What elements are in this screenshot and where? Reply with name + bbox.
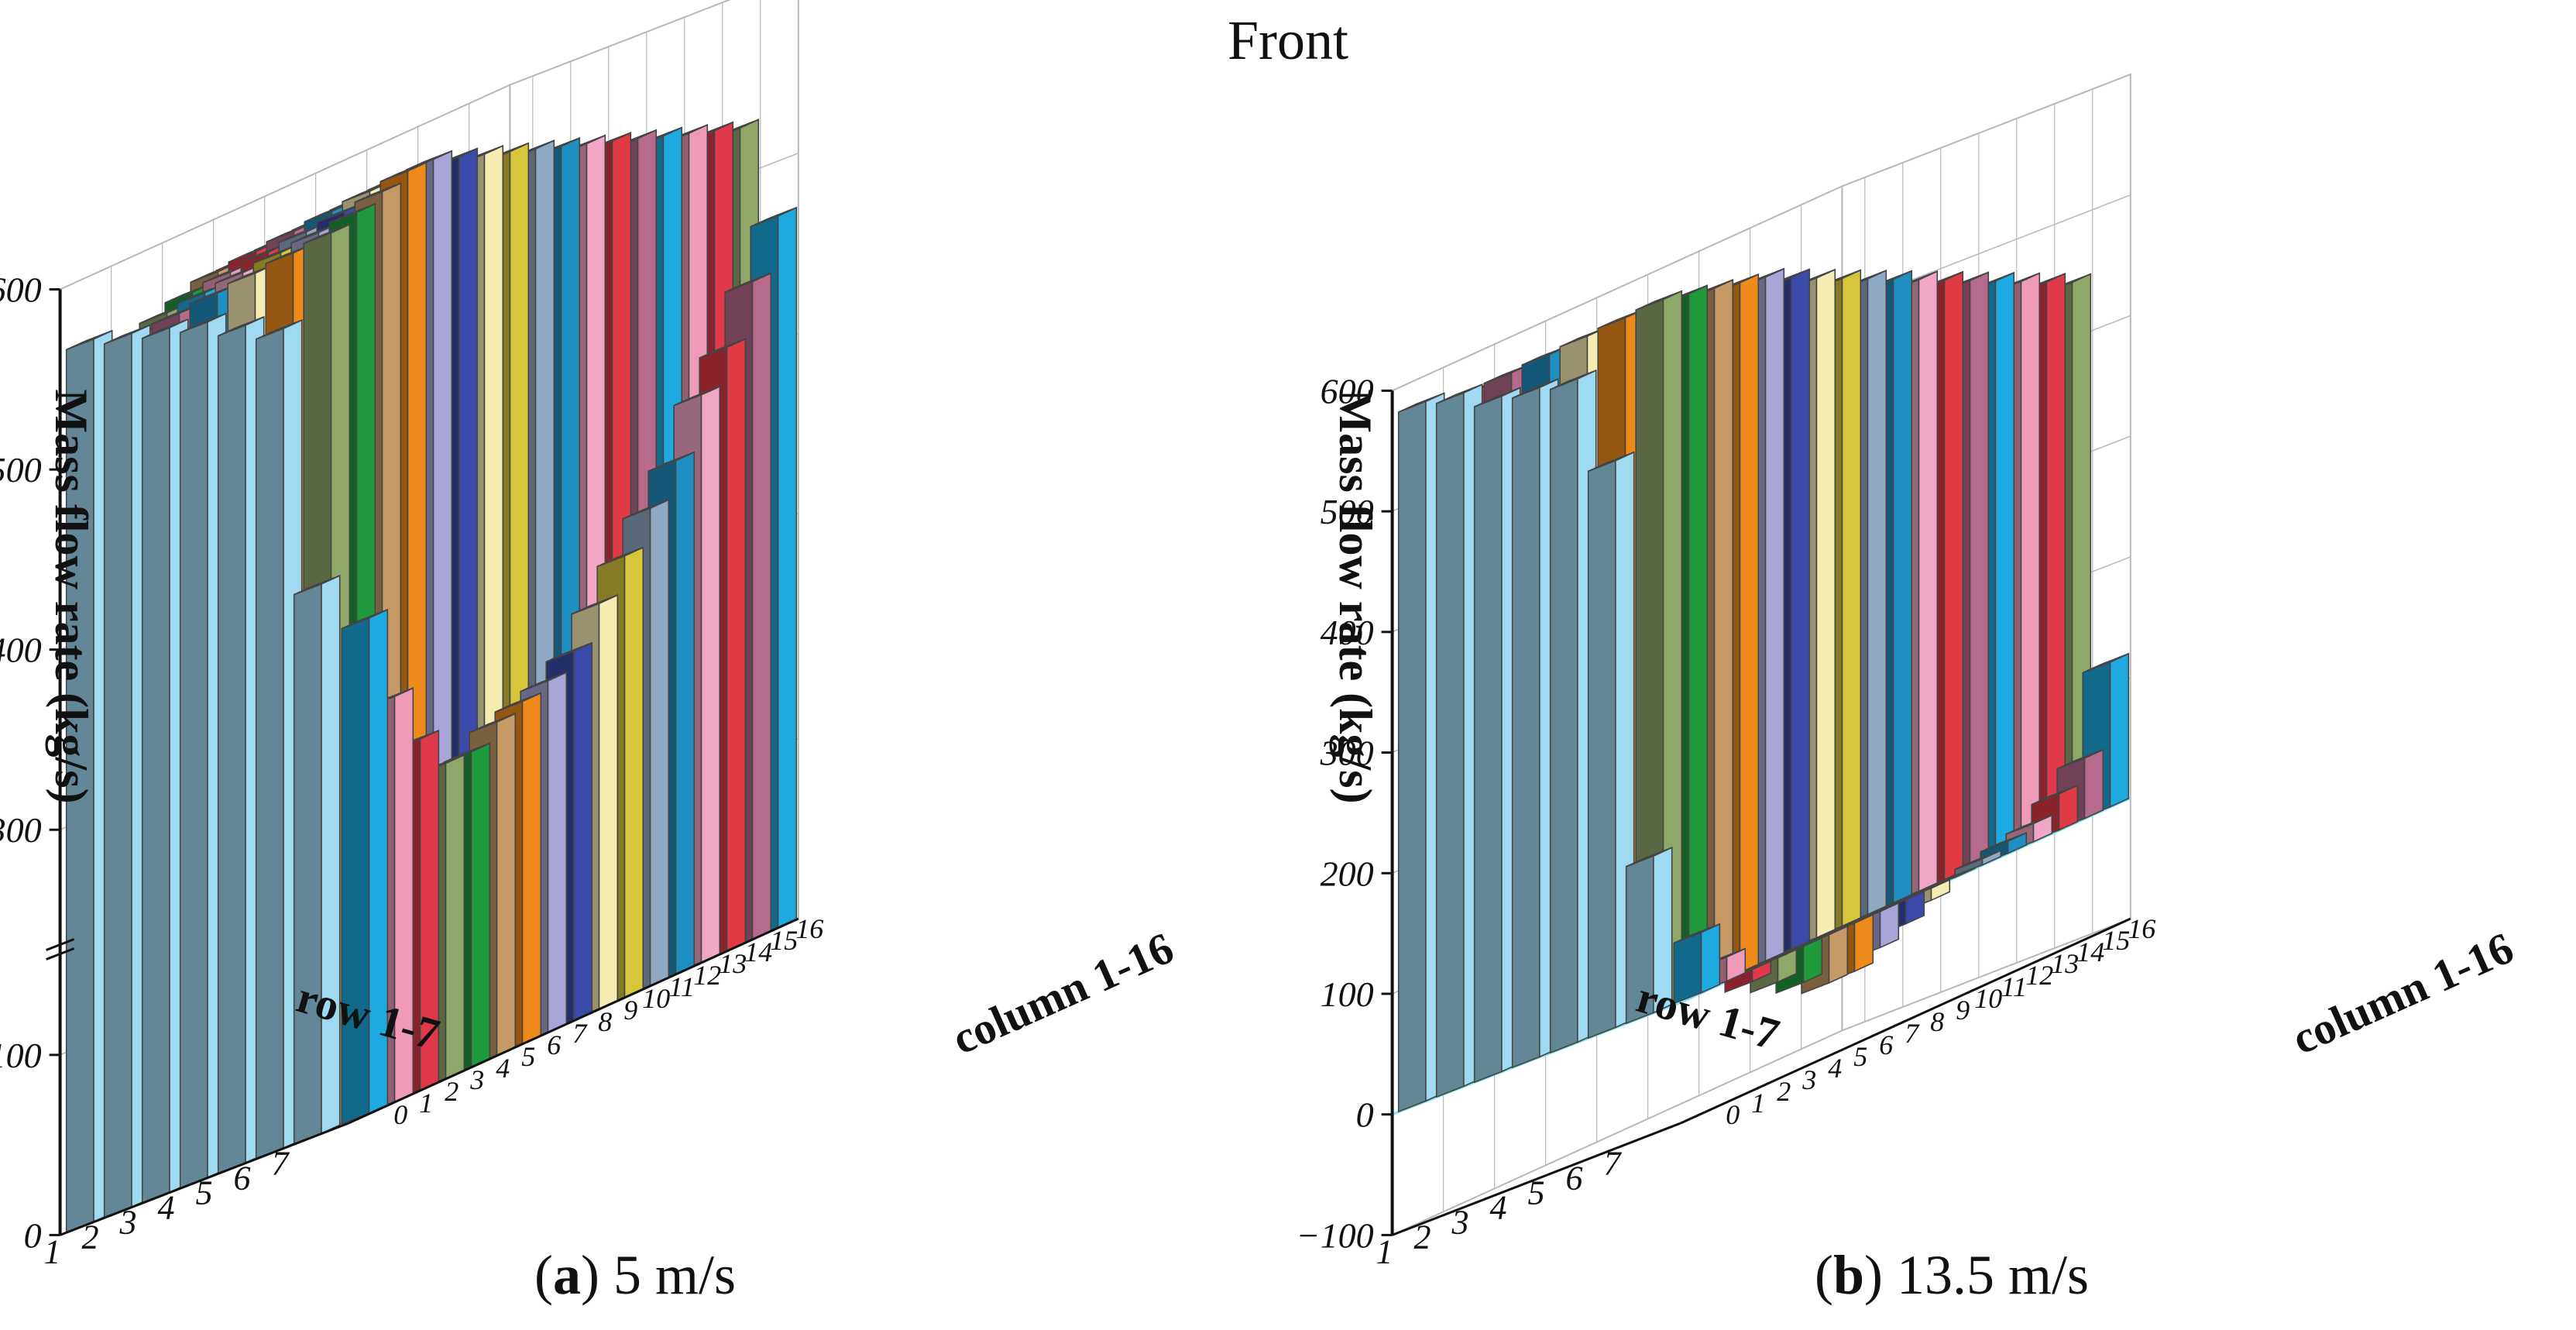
bar-column-11 bbox=[1954, 849, 2002, 877]
row-axis bbox=[60, 1122, 349, 1236]
column-tick-label: 3 bbox=[1801, 1064, 1816, 1095]
y-tick-label: 200 bbox=[1321, 854, 1374, 893]
column-tick-label: 10 bbox=[642, 983, 670, 1014]
y-tick-label: 600 bbox=[1321, 371, 1374, 411]
panel-a-caption: (a) 5 m/s bbox=[534, 1244, 736, 1306]
panel-b-zlabel: column 1-16 bbox=[2285, 923, 2521, 1064]
row-tick-label: 3 bbox=[1451, 1203, 1469, 1241]
axis-break-mark bbox=[46, 938, 75, 951]
column-tick-label: 1 bbox=[419, 1088, 433, 1119]
y-tick-label: 0 bbox=[1356, 1095, 1374, 1135]
y-tick-label: 300 bbox=[1320, 734, 1374, 773]
panel-b-ylabel: Mass flow rate (kg/s) bbox=[1330, 390, 1381, 804]
column-tick-label: 13 bbox=[719, 948, 747, 979]
row-tick-label: 6 bbox=[1566, 1159, 1583, 1197]
y-tick-label: 300 bbox=[0, 810, 42, 850]
row-tick-label: 4 bbox=[1490, 1188, 1507, 1226]
y-tick-label: 400 bbox=[0, 631, 42, 670]
y-tick-label: 100 bbox=[1321, 974, 1374, 1014]
figure-title: Front bbox=[1228, 9, 1348, 71]
column-tick-label: 7 bbox=[1905, 1018, 1920, 1049]
column-tick-label: 4 bbox=[1828, 1053, 1842, 1084]
panel-a-label: a bbox=[553, 1244, 581, 1306]
column-tick-label: 7 bbox=[572, 1018, 588, 1049]
column-tick-label: 5 bbox=[521, 1041, 535, 1072]
y-tick-label: 100 bbox=[0, 1036, 42, 1075]
column-tick-label: 14 bbox=[744, 936, 772, 967]
column-tick-label: 10 bbox=[1974, 983, 2002, 1014]
row-tick-label: 5 bbox=[1528, 1174, 1545, 1211]
column-tick-label: 9 bbox=[623, 995, 637, 1026]
column-tick-label: 9 bbox=[1956, 995, 1970, 1026]
bar-column-0 bbox=[1673, 923, 1721, 1005]
column-tick-label: 11 bbox=[669, 971, 695, 1002]
column-tick-label: 11 bbox=[2001, 971, 2027, 1002]
row-tick-label: 7 bbox=[1604, 1144, 1623, 1182]
column-tick-label: 14 bbox=[2076, 936, 2104, 967]
row-tick-label: 4 bbox=[158, 1188, 175, 1226]
column-tick-label: 16 bbox=[795, 913, 823, 944]
panel-a-axes: 0100300400500600123456701234567891011121… bbox=[0, 270, 823, 1271]
row-tick-label: 6 bbox=[234, 1159, 251, 1197]
column-tick-label: 6 bbox=[547, 1029, 561, 1060]
column-axis bbox=[1680, 917, 2131, 1125]
axis-break-mark bbox=[46, 947, 75, 961]
panel-a-speed: 5 m/s bbox=[613, 1244, 736, 1306]
column-axis bbox=[348, 917, 799, 1125]
panel-a-ylabel: Mass flow rate (kg/s) bbox=[46, 390, 97, 804]
panel-a: 0100300400500600123456701234567891011121… bbox=[0, 0, 1180, 1306]
panel-a-zlabel: column 1-16 bbox=[945, 923, 1181, 1064]
column-tick-label: 15 bbox=[2102, 925, 2130, 956]
column-tick-label: 1 bbox=[1751, 1088, 1765, 1119]
row-tick-label: 3 bbox=[119, 1203, 137, 1241]
panel-b-label: b bbox=[1833, 1244, 1864, 1306]
bar-bg bbox=[1635, 290, 1683, 1019]
column-tick-label: 5 bbox=[1853, 1041, 1867, 1072]
wall-gridline bbox=[1392, 918, 2131, 1236]
row-tick-label: 2 bbox=[82, 1218, 99, 1256]
bar-column-0 bbox=[341, 608, 389, 1126]
panel-a-bars bbox=[65, 119, 798, 1233]
bar-row-7 bbox=[293, 574, 341, 1145]
y-tick-label: 500 bbox=[0, 450, 42, 490]
svg-text:(b) 13.5 m/s: (b) 13.5 m/s bbox=[1815, 1244, 2089, 1306]
panel-b-speed: 13.5 m/s bbox=[1897, 1244, 2089, 1306]
y-tick-label: 400 bbox=[1321, 613, 1374, 652]
row-tick-label: 5 bbox=[196, 1174, 213, 1211]
column-tick-label: 15 bbox=[770, 925, 798, 956]
column-tick-label: 2 bbox=[445, 1076, 459, 1107]
bar-row-7 bbox=[1625, 846, 1673, 1025]
panel-b-bars bbox=[1397, 267, 2130, 1113]
y-tick-label: 500 bbox=[1321, 492, 1374, 531]
column-tick-label: 8 bbox=[1930, 1006, 1944, 1037]
row-axis bbox=[1392, 1122, 1681, 1236]
row-tick-label: 1 bbox=[44, 1232, 61, 1270]
y-tick-label: −100 bbox=[1297, 1215, 1374, 1255]
column-tick-label: 6 bbox=[1879, 1029, 1893, 1060]
column-tick-label: 2 bbox=[1777, 1076, 1791, 1107]
wall-gridline bbox=[60, 0, 731, 290]
row-tick-label: 7 bbox=[272, 1144, 290, 1182]
column-tick-label: 4 bbox=[496, 1053, 510, 1084]
column-tick-label: 8 bbox=[598, 1006, 612, 1037]
column-tick-label: 13 bbox=[2051, 948, 2079, 979]
panel-b-caption: (b) 13.5 m/s bbox=[1815, 1244, 2089, 1306]
row-tick-label: 1 bbox=[1376, 1232, 1393, 1270]
column-tick-label: 0 bbox=[1726, 1099, 1740, 1130]
y-tick-label: 600 bbox=[0, 270, 42, 310]
column-tick-label: 0 bbox=[393, 1099, 407, 1130]
column-tick-label: 16 bbox=[2128, 913, 2155, 944]
column-tick-label: 12 bbox=[2025, 960, 2053, 991]
column-tick-label: 12 bbox=[693, 960, 721, 991]
svg-text:(a) 5 m/s: (a) 5 m/s bbox=[534, 1244, 736, 1306]
row-tick-label: 2 bbox=[1414, 1218, 1431, 1256]
column-tick-label: 3 bbox=[469, 1064, 484, 1095]
y-tick-label: 0 bbox=[24, 1215, 42, 1255]
wall-gridline bbox=[1392, 74, 2131, 392]
